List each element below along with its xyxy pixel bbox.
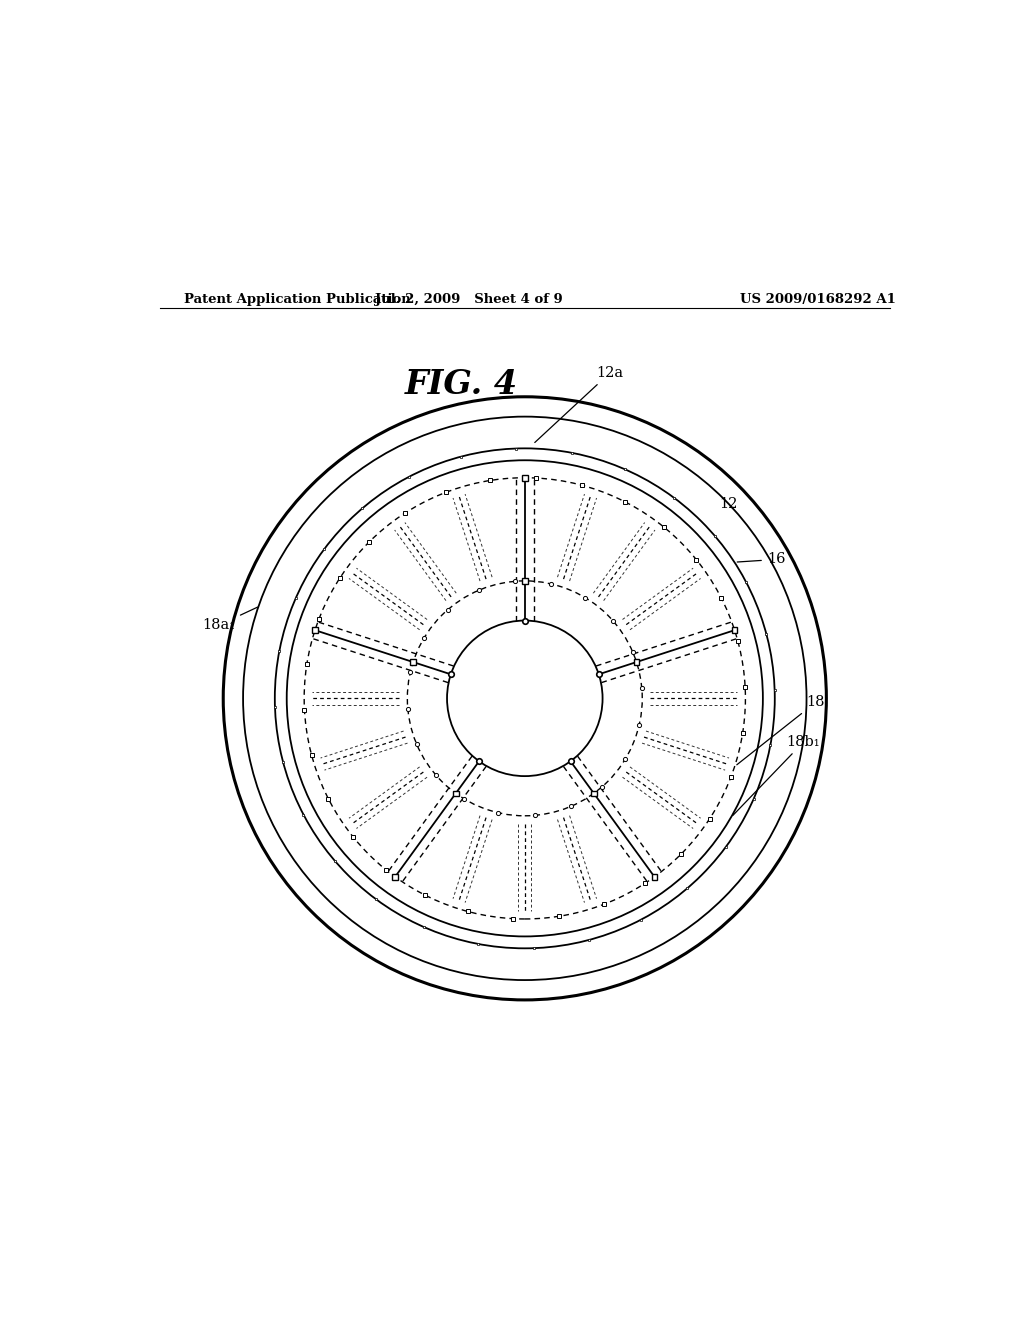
Bar [312, 627, 317, 634]
Bar [591, 791, 597, 796]
Bar [522, 475, 527, 480]
Text: Patent Application Publication: Patent Application Publication [183, 293, 411, 306]
Bar [453, 791, 459, 796]
Text: Jul. 2, 2009   Sheet 4 of 9: Jul. 2, 2009 Sheet 4 of 9 [376, 293, 563, 306]
Text: US 2009/0168292 A1: US 2009/0168292 A1 [740, 293, 896, 306]
Bar [392, 874, 398, 879]
Text: 18: 18 [737, 696, 825, 764]
Bar [411, 659, 416, 665]
Text: 18a₁: 18a₁ [202, 607, 258, 632]
Text: FIG. 4: FIG. 4 [404, 368, 518, 401]
Bar [732, 627, 737, 634]
Text: 12a: 12a [535, 366, 624, 442]
Bar [634, 659, 639, 665]
Text: 18b₁: 18b₁ [733, 735, 820, 816]
Bar [522, 578, 527, 583]
Text: 12: 12 [719, 496, 737, 511]
Bar [651, 874, 657, 879]
Text: 16: 16 [737, 553, 785, 566]
